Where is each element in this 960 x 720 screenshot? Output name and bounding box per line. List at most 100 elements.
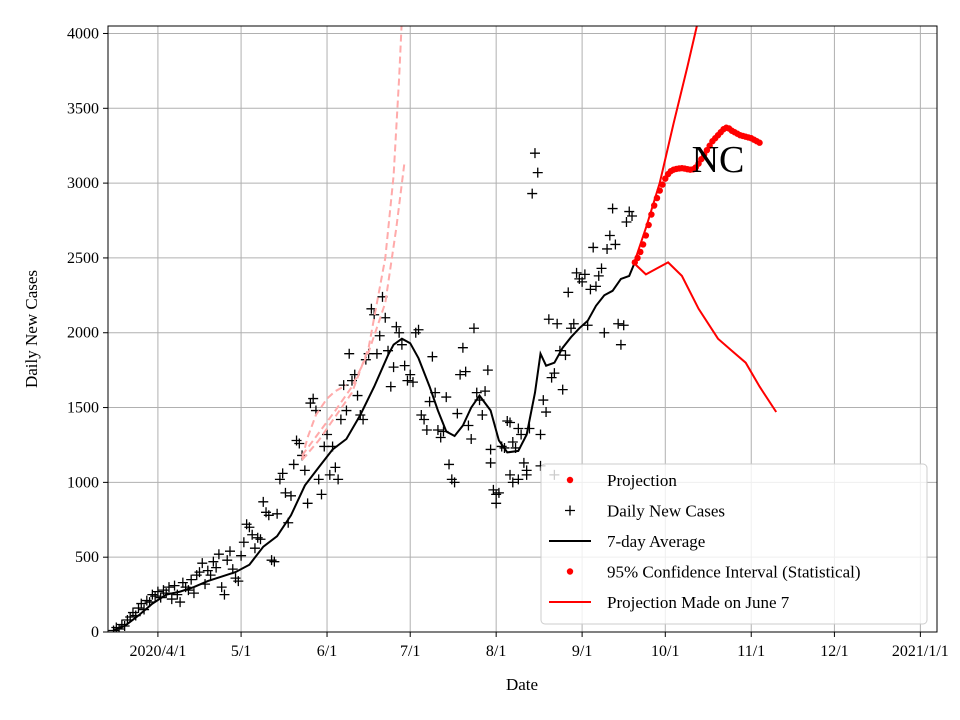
daily-case-point — [277, 468, 288, 479]
daily-case-point — [305, 398, 316, 409]
95-confidence-interval-statistical-lower-line — [634, 261, 778, 413]
y-tick-label: 3500 — [67, 100, 99, 117]
daily-case-point — [541, 407, 552, 418]
daily-case-point — [560, 350, 571, 361]
daily-case-point — [205, 570, 216, 581]
y-tick-label: 2500 — [67, 250, 99, 267]
daily-case-point — [136, 598, 147, 609]
daily-case-point — [505, 417, 516, 428]
daily-case-point — [485, 457, 496, 468]
daily-case-point — [402, 375, 413, 386]
daily-case-point — [285, 490, 296, 501]
x-tick-label: 12/1 — [820, 643, 848, 660]
daily-case-point — [280, 487, 291, 498]
daily-case-point — [211, 562, 222, 573]
daily-case-point — [238, 537, 249, 548]
daily-case-point — [330, 462, 341, 473]
daily-case-point — [604, 230, 615, 241]
daily-case-point — [263, 510, 274, 521]
daily-case-point — [208, 556, 219, 567]
projection-point — [756, 139, 763, 146]
daily-case-point — [338, 380, 349, 391]
y-tick-label: 1500 — [67, 400, 99, 417]
daily-case-point — [518, 457, 529, 468]
y-tick-label: 0 — [91, 624, 99, 641]
daily-case-point — [169, 580, 180, 591]
x-tick-label: 11/1 — [737, 643, 765, 660]
daily-case-point — [394, 327, 405, 338]
daily-case-point — [599, 327, 610, 338]
x-tick-label: 9/1 — [572, 643, 592, 660]
daily-case-point — [216, 582, 227, 593]
axis-ticks: 2020/4/1 5/1 6/1 7/1 8/1 9/1 10/1 11/1 12/1 2021/… — [67, 25, 949, 660]
daily-case-point — [602, 243, 613, 254]
daily-case-point — [624, 206, 635, 217]
daily-case-point — [549, 368, 560, 379]
daily-case-point — [388, 362, 399, 373]
daily-case-point — [455, 369, 466, 380]
7-day-average-line — [113, 262, 636, 632]
daily-case-point — [219, 589, 230, 600]
daily-case-point — [627, 211, 638, 222]
legend: Projection Daily New Cases 7-day Average 95… — [540, 463, 928, 625]
y-tick-label: 3000 — [67, 175, 99, 192]
daily-case-point — [380, 312, 391, 323]
daily-case-point — [502, 416, 513, 427]
daily-case-point — [427, 351, 438, 362]
daily-case-point — [471, 387, 482, 398]
legend-label-95-confidence-interval-statistical: 95% Confidence Interval (Statistical) — [607, 563, 861, 582]
legend-label-7-day-average: 7-day Average — [607, 532, 705, 551]
daily-case-point — [513, 423, 524, 434]
daily-case-point — [405, 369, 416, 380]
daily-case-point — [468, 323, 479, 334]
x-tick-label: 5/1 — [231, 643, 251, 660]
projection-point — [659, 181, 666, 188]
daily-case-point — [457, 342, 468, 353]
y-tick-label: 1000 — [67, 474, 99, 491]
y-tick-label: 2000 — [67, 325, 99, 342]
daily-case-point — [463, 420, 474, 431]
daily-case-point — [432, 425, 443, 435]
daily-case-point — [571, 267, 582, 278]
daily-case-point — [543, 314, 554, 325]
daily-case-point — [194, 567, 205, 578]
daily-case-point — [585, 284, 596, 295]
daily-case-point — [186, 574, 197, 585]
daily-case-point — [335, 414, 346, 425]
daily-case-point — [236, 550, 247, 561]
daily-case-point — [460, 366, 471, 377]
projection-made-on-june-7-curve — [301, 26, 403, 461]
legend-label-projection-made-on-june-7: Projection Made on June 7 — [607, 593, 790, 612]
daily-case-point — [391, 321, 402, 332]
daily-case-point — [610, 239, 621, 250]
daily-case-point — [513, 474, 524, 485]
daily-case-point — [505, 469, 516, 480]
daily-case-point — [244, 522, 255, 533]
daily-case-point — [324, 469, 335, 480]
daily-case-point — [588, 242, 599, 253]
daily-case-point — [527, 188, 538, 199]
daily-case-point — [366, 303, 377, 314]
daily-case-point — [352, 390, 363, 401]
daily-case-point — [507, 477, 518, 488]
y-tick-label: 500 — [75, 549, 99, 566]
daily-case-point — [491, 498, 502, 509]
daily-case-point — [163, 582, 174, 593]
daily-case-point — [593, 270, 604, 281]
daily-case-point — [407, 377, 418, 388]
daily-case-point — [213, 549, 224, 560]
daily-case-point — [552, 318, 563, 329]
daily-case-point — [344, 348, 355, 359]
x-tick-label: 7/1 — [400, 643, 420, 660]
daily-case-point — [272, 508, 283, 519]
daily-case-point — [596, 263, 607, 274]
daily-case-point — [521, 465, 532, 476]
daily-case-point — [308, 393, 319, 404]
projection-made-on-june-7-curve — [301, 160, 406, 456]
x-tick-label: 2021/1/1 — [892, 643, 949, 660]
daily-case-point — [563, 287, 574, 298]
daily-case-point — [274, 474, 285, 485]
daily-case-point — [507, 436, 518, 447]
x-tick-label: 6/1 — [317, 643, 337, 660]
